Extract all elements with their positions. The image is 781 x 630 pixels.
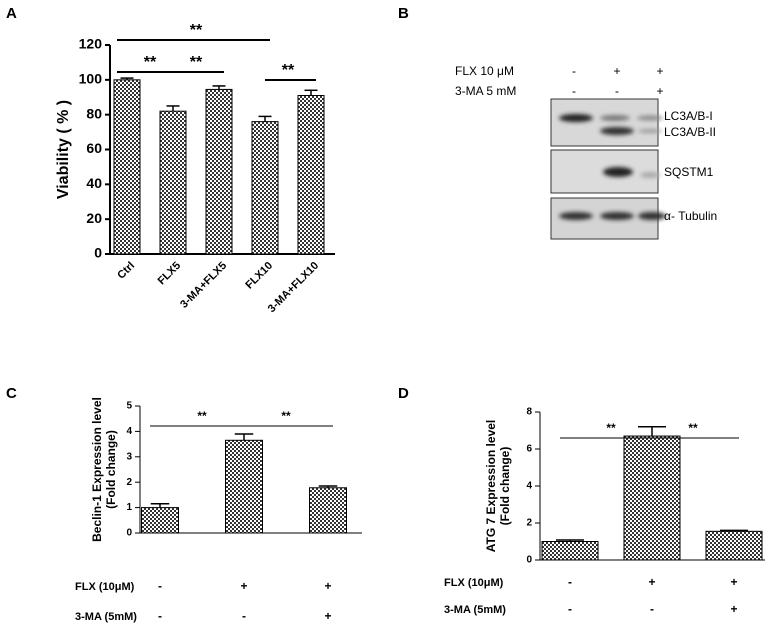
y-tick-label: 0 [526,555,532,566]
condition-sign: + [730,575,737,589]
y-tick-label: 8 [526,407,532,418]
condition-sign: + [240,579,247,593]
y-tick-label: 60 [86,140,102,156]
panel-label: C [6,385,17,402]
y-axis-label: (Fold change) [104,430,118,509]
band [559,212,593,220]
bar [541,541,599,561]
panel-label: B [398,5,409,22]
y-axis-label: Viability ( % ) [55,100,72,199]
condition-label: FLX (10μM) [444,577,504,589]
treatment-label: FLX 10 μM [455,64,514,78]
bar [141,507,179,534]
band-label: SQSTM1 [664,165,714,179]
y-tick-label: 4 [526,481,532,492]
band [637,115,663,121]
x-tick-label: FLX10 [243,260,275,292]
significance-label: ** [282,62,295,79]
condition-sign: - [650,602,654,616]
significance-label: ** [197,409,207,423]
y-tick-label: 20 [86,210,102,226]
y-tick-label: 0 [94,245,102,261]
y-axis-label: (Fold change) [498,447,512,526]
x-tick-label: 3-MA+FLX5 [178,260,229,311]
sign: - [572,64,576,78]
condition-sign: - [568,602,572,616]
y-tick-label: 6 [526,444,532,455]
sign: + [613,64,620,78]
condition-label: FLX (10μM) [75,581,135,593]
band [640,172,660,178]
bar [251,121,279,255]
treatment-label: 3-MA 5 mM [455,84,516,98]
y-tick-label: 4 [126,426,132,437]
significance-label: ** [281,409,291,423]
significance-label: ** [190,54,203,71]
y-tick-label: 2 [126,477,132,488]
y-tick-label: 40 [86,175,102,191]
sign: + [656,64,663,78]
condition-sign: + [324,579,331,593]
condition-sign: + [730,602,737,616]
band-label: LC3A/B-II [664,125,716,139]
y-tick-label: 120 [79,36,103,52]
condition-sign: - [158,579,162,593]
bar [297,95,325,255]
x-tick-label: FLX5 [156,260,184,288]
condition-sign: + [648,575,655,589]
panel-label: A [6,5,17,22]
western-blot: FLX 10 μM 3-MA 5 mM - + + - - + LC3A/B-I… [455,64,717,240]
condition-sign: + [324,609,331,623]
significance-label: ** [688,421,698,435]
y-tick-label: 1 [126,502,132,513]
y-axis-label: Beclin-1 Expression level [90,397,104,542]
x-tick-label: Ctrl [115,260,137,282]
bar [309,487,347,534]
y-tick-label: 2 [526,518,532,529]
bar [705,530,763,561]
condition-sign: - [568,575,572,589]
sign: - [572,84,576,98]
y-tick-label: 0 [126,528,132,539]
bar [159,110,187,255]
panel-label: D [398,385,409,402]
y-tick-label: 80 [86,105,102,121]
band [603,167,633,177]
y-tick-label: 100 [79,71,103,87]
significance-label: ** [606,421,616,435]
significance-label: ** [190,22,203,39]
band-label: LC3A/B-I [664,109,713,123]
sign: + [656,84,663,98]
condition-label: 3-MA (5mM) [444,604,506,616]
bar [225,439,263,534]
band [638,212,666,220]
band [600,127,634,135]
band [600,212,634,220]
y-tick-label: 3 [126,451,132,462]
band [600,115,630,121]
condition-sign: - [158,609,162,623]
y-axis-label: ATG 7 Expression level [484,420,498,553]
band-label: α- Tubulin [664,209,717,223]
bar [623,435,681,561]
condition-sign: - [242,609,246,623]
band [638,129,662,133]
blot-box [550,98,659,147]
condition-label: 3-MA (5mM) [75,611,137,623]
bar [205,88,233,255]
sign: - [615,84,619,98]
significance-label: ** [144,54,157,71]
y-tick-label: 5 [126,401,132,412]
bar [113,79,141,255]
band [559,114,593,122]
